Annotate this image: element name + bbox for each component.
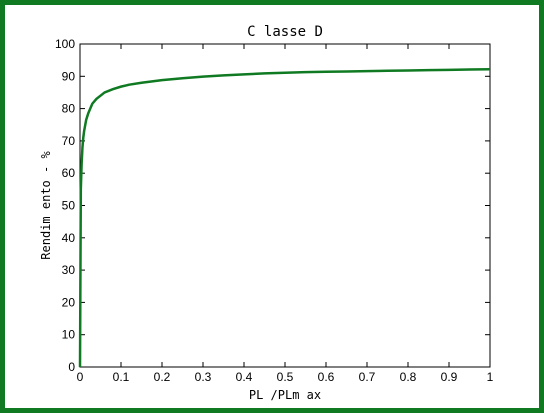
- y-tick-label: 90: [62, 69, 76, 83]
- y-tick-label: 0: [68, 360, 75, 374]
- x-tick-label: 0.9: [441, 370, 458, 384]
- chart-title: C lasse D: [247, 24, 323, 40]
- series-group: [78, 67, 491, 368]
- x-tick-label: 0.2: [154, 370, 171, 384]
- x-tick-label: 0.8: [400, 370, 417, 384]
- y-tick-label: 70: [62, 134, 76, 148]
- y-tick-label: 10: [62, 328, 76, 342]
- y-tick-label: 60: [62, 166, 76, 180]
- y-tick-label: 20: [62, 295, 76, 309]
- x-tick-label: 0.4: [236, 370, 253, 384]
- series-line: [78, 67, 491, 368]
- y-tick-label: 100: [55, 37, 75, 51]
- x-tick-label: 0.6: [318, 370, 335, 384]
- x-tick-label: 0.7: [359, 370, 376, 384]
- y-tick-label: 50: [62, 199, 76, 213]
- y-tick-label: 40: [62, 231, 76, 245]
- x-tick-label: 1: [487, 370, 494, 384]
- plot-area: [79, 43, 491, 368]
- x-tick-label: 0.3: [195, 370, 212, 384]
- tick-labels: 0 0.1 0.2 0.3 0.4 0.5 0.6 0.7 0.8 0.9 101020304050…: [55, 37, 494, 384]
- x-tick-label: 0: [77, 370, 84, 384]
- x-tick-label: 0.5: [277, 370, 294, 384]
- x-tick-label: 0.1: [113, 370, 130, 384]
- y-tick-label: 30: [62, 263, 76, 277]
- y-axis-label: Rendim ento - %: [39, 151, 53, 260]
- y-tick-label: 80: [62, 102, 76, 116]
- x-axis-label: PL /PLm ax: [249, 388, 321, 402]
